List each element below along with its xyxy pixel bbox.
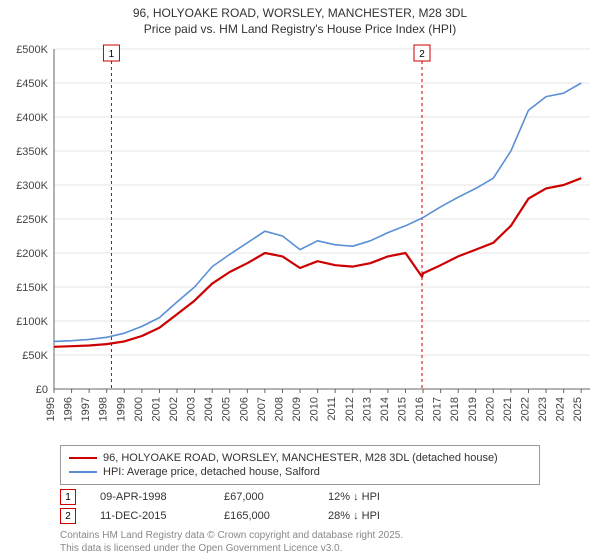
svg-text:2: 2: [419, 49, 425, 60]
svg-text:2021: 2021: [502, 397, 514, 421]
svg-text:2003: 2003: [186, 397, 198, 421]
svg-text:1997: 1997: [80, 397, 92, 421]
svg-text:2014: 2014: [379, 397, 391, 421]
legend-row: HPI: Average price, detached house, Salf…: [69, 466, 531, 478]
svg-text:2024: 2024: [555, 397, 567, 421]
svg-text:1996: 1996: [63, 397, 75, 421]
svg-text:£400K: £400K: [16, 112, 48, 124]
svg-text:2023: 2023: [537, 397, 549, 421]
marker-table: 1 09-APR-1998 £67,000 12% ↓ HPI 2 11-DEC…: [60, 489, 540, 524]
svg-text:2016: 2016: [414, 397, 426, 421]
svg-text:£250K: £250K: [16, 214, 48, 226]
chart-title-block: 96, HOLYOAKE ROAD, WORSLEY, MANCHESTER, …: [0, 0, 600, 39]
svg-text:2019: 2019: [467, 397, 479, 421]
legend-label: HPI: Average price, detached house, Salf…: [103, 466, 320, 478]
legend-swatch: [69, 457, 97, 459]
chart-container: £0 £50K £100K £150K £200K £250K £300K £350K £400…: [0, 39, 600, 439]
svg-text:2022: 2022: [519, 397, 531, 421]
marker-delta: 12% ↓ HPI: [328, 491, 380, 503]
legend-row: 96, HOLYOAKE ROAD, WORSLEY, MANCHESTER, …: [69, 452, 531, 464]
marker-date: 11-DEC-2015: [100, 510, 200, 522]
marker-badge: 1: [60, 489, 76, 505]
svg-text:1999: 1999: [115, 397, 127, 421]
svg-text:£300K: £300K: [16, 180, 48, 192]
svg-text:2005: 2005: [221, 397, 233, 421]
footer-line2: This data is licensed under the Open Gov…: [60, 543, 540, 556]
svg-text:£350K: £350K: [16, 146, 48, 158]
marker-price: £165,000: [224, 510, 304, 522]
svg-text:1: 1: [109, 49, 115, 60]
svg-text:2002: 2002: [168, 397, 180, 421]
svg-text:2004: 2004: [203, 397, 215, 421]
svg-text:1995: 1995: [45, 397, 57, 421]
footer-line1: Contains HM Land Registry data © Crown c…: [60, 530, 540, 543]
svg-text:2000: 2000: [133, 397, 145, 421]
svg-text:2020: 2020: [484, 397, 496, 421]
chart-title-line1: 96, HOLYOAKE ROAD, WORSLEY, MANCHESTER, …: [0, 6, 600, 22]
svg-text:2007: 2007: [256, 397, 268, 421]
svg-text:£50K: £50K: [22, 350, 48, 362]
svg-text:2015: 2015: [396, 397, 408, 421]
svg-text:2012: 2012: [344, 397, 356, 421]
svg-text:2001: 2001: [150, 397, 162, 421]
marker-delta: 28% ↓ HPI: [328, 510, 380, 522]
svg-text:2009: 2009: [291, 397, 303, 421]
legend: 96, HOLYOAKE ROAD, WORSLEY, MANCHESTER, …: [60, 445, 540, 485]
svg-text:2025: 2025: [572, 397, 584, 421]
svg-text:£150K: £150K: [16, 282, 48, 294]
svg-text:2018: 2018: [449, 397, 461, 421]
svg-text:£0: £0: [36, 384, 48, 396]
marker-date: 09-APR-1998: [100, 491, 200, 503]
svg-text:2011: 2011: [326, 397, 338, 421]
legend-label: 96, HOLYOAKE ROAD, WORSLEY, MANCHESTER, …: [103, 452, 498, 464]
svg-text:2008: 2008: [273, 397, 285, 421]
marker-row: 1 09-APR-1998 £67,000 12% ↓ HPI: [60, 489, 540, 505]
svg-text:£100K: £100K: [16, 316, 48, 328]
svg-text:2013: 2013: [361, 397, 373, 421]
svg-text:2010: 2010: [309, 397, 321, 421]
marker-price: £67,000: [224, 491, 304, 503]
svg-text:£450K: £450K: [16, 78, 48, 90]
svg-text:2006: 2006: [238, 397, 250, 421]
marker-row: 2 11-DEC-2015 £165,000 28% ↓ HPI: [60, 508, 540, 524]
svg-text:1998: 1998: [98, 397, 110, 421]
svg-text:£500K: £500K: [16, 44, 48, 56]
legend-swatch: [69, 471, 97, 473]
price-chart: £0 £50K £100K £150K £200K £250K £300K £350K £400…: [0, 39, 600, 439]
marker-badge: 2: [60, 508, 76, 524]
svg-text:£200K: £200K: [16, 248, 48, 260]
svg-text:2017: 2017: [432, 397, 444, 421]
footer-attribution: Contains HM Land Registry data © Crown c…: [60, 530, 540, 555]
chart-title-line2: Price paid vs. HM Land Registry's House …: [0, 22, 600, 38]
